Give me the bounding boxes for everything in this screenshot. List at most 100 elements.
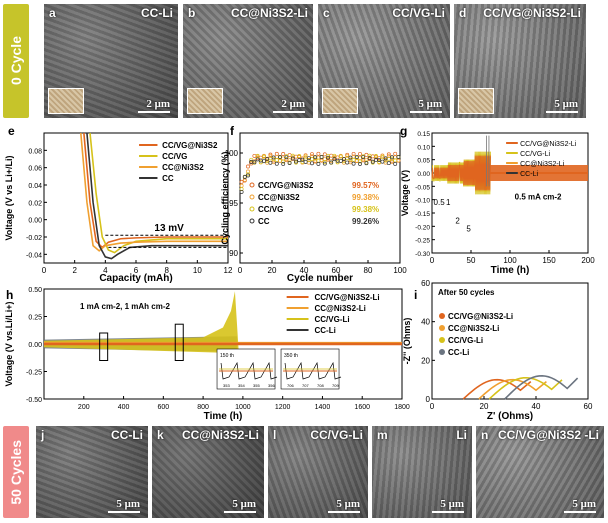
data-point <box>287 161 292 165</box>
legend-label: CC-Li <box>314 326 335 335</box>
legend-label: CC <box>258 217 270 226</box>
inset-tick: 353 <box>223 383 230 388</box>
legend-marker <box>439 325 445 331</box>
inset-tick: 709 <box>332 383 339 388</box>
sem-image-l: l CC/VG-Li 5 μm <box>268 426 368 518</box>
data-point <box>322 161 327 166</box>
legend-label: CC@Ni3S2-Li <box>520 161 565 168</box>
tick-label: 60 <box>421 279 430 288</box>
legend-label: CC@Ni3S2-Li <box>448 324 499 333</box>
data-point <box>249 157 254 162</box>
tick-label: 20 <box>480 402 489 411</box>
legend-label: CC/VG-Li <box>314 315 349 324</box>
photo-inset <box>458 88 494 114</box>
data-point <box>358 151 362 156</box>
legend-label: CC/VG-Li <box>448 336 483 345</box>
scale-bar <box>410 111 442 113</box>
data-point <box>255 153 260 158</box>
data-point <box>303 159 308 164</box>
data-point <box>255 157 260 162</box>
zoom-box <box>99 332 109 361</box>
data-point <box>316 161 321 166</box>
nyquist-arc <box>478 378 547 400</box>
sem-image-a: a CC-Li 2 μm <box>44 4 178 118</box>
panel-e-axes <box>43 132 229 264</box>
inset-tick: 708 <box>317 383 324 388</box>
data-point <box>332 157 337 162</box>
inset-tick: 356 <box>268 383 275 388</box>
scale-bar <box>564 511 596 513</box>
legend-label: CC/VG-Li <box>520 151 550 158</box>
data-point <box>246 164 250 169</box>
data-point <box>278 154 282 159</box>
inset-tick: 355 <box>253 383 260 388</box>
tick-label: 90 <box>229 249 238 258</box>
panel-i-xlabel: Z' (Ohms) <box>487 411 533 422</box>
sem-letter: m <box>377 428 388 442</box>
inset-series <box>220 361 278 380</box>
nyquist-arc <box>488 376 563 400</box>
data-point <box>354 154 359 159</box>
tick-label: 0.04 <box>28 183 42 190</box>
data-point <box>358 161 362 166</box>
data-point <box>326 153 330 158</box>
panel-title: After 50 cycles <box>438 288 495 297</box>
data-point <box>297 158 302 163</box>
panel-f-axes <box>239 132 401 264</box>
panel-h-ylabel: Voltage (V vs.Li/Li+) <box>4 301 14 386</box>
sem-title: Li <box>456 428 467 442</box>
panel-h: h 200 400 600 800 1000 1200 1400 1600 1800 -0.50 -… <box>4 287 410 422</box>
panel-f-ylabel: Cycling efficiency (%) <box>220 151 230 244</box>
tick-label: 0.06 <box>28 166 42 173</box>
data-point <box>326 155 330 160</box>
tick-label: 4 <box>103 266 108 275</box>
series-line <box>86 132 228 260</box>
tick-label: 0 <box>426 395 431 404</box>
legend-label: CC@Ni3S2 <box>162 163 204 172</box>
data-point <box>281 159 286 164</box>
sem-image-k: k CC@Ni3S2-Li 5 μm <box>152 426 264 518</box>
panel-i-ylabel: -Z'' (Ohms) <box>402 318 412 365</box>
legend-marker <box>249 194 255 200</box>
sem-letter: b <box>188 6 196 20</box>
data-point <box>393 158 398 163</box>
sem-letter: a <box>49 6 56 20</box>
sem-image-d: d CC/VG@Ni3S2-Li 5 μm <box>454 4 586 118</box>
legend-value: 99.38% <box>352 193 379 202</box>
panel-g-axes <box>431 132 589 254</box>
tick-label: 1600 <box>354 404 370 411</box>
data-point <box>393 151 398 156</box>
panel-i-letter: i <box>414 288 417 302</box>
zoom-box <box>174 323 184 361</box>
data-point <box>281 152 286 156</box>
data-point <box>262 154 266 159</box>
tick-label: 0.25 <box>28 315 42 322</box>
data-point <box>281 156 286 161</box>
sem-image-j: j CC-Li 5 μm <box>36 426 148 518</box>
data-point <box>358 156 362 161</box>
data-point <box>370 159 375 164</box>
tick-label: 1400 <box>315 404 331 411</box>
data-point <box>345 156 350 160</box>
series-line <box>80 132 228 252</box>
tick-label: 0.15 <box>417 131 430 138</box>
legend-marker <box>249 218 255 224</box>
annotation: 13 mV <box>154 223 184 234</box>
tick-label: 1800 <box>394 404 410 411</box>
tick-label: 6 <box>134 266 139 275</box>
data-point <box>262 159 266 164</box>
tick-label: -0.25 <box>26 370 42 377</box>
data-point <box>316 151 321 156</box>
tick-label: -0.30 <box>415 251 430 258</box>
data-point <box>246 169 250 174</box>
data-point <box>294 154 298 159</box>
data-point <box>342 157 346 161</box>
data-point <box>367 156 372 161</box>
sem-title: CC-Li <box>111 428 143 442</box>
tick-label: 400 <box>118 404 130 411</box>
data-point <box>310 152 314 157</box>
data-point <box>358 159 362 164</box>
panel-f-letter: f <box>230 124 235 138</box>
series-line <box>83 132 228 249</box>
data-point <box>329 160 334 165</box>
